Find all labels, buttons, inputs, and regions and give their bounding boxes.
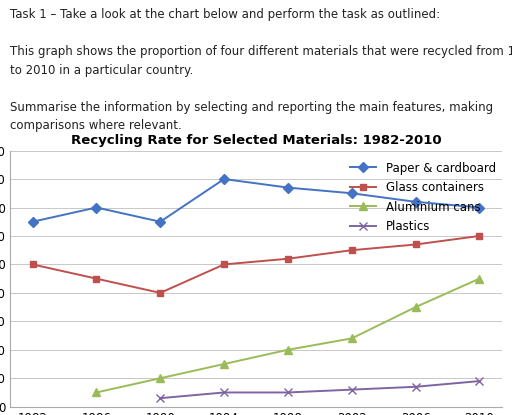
Line: Plastics: Plastics [156,377,484,402]
Aluminium cans [349,336,355,341]
Paper & cardboard [413,199,419,204]
Paper & cardboard [285,185,291,190]
Aluminium cans [413,305,419,310]
Aluminium cans [157,376,163,381]
Line: Glass containers: Glass containers [29,232,483,296]
Aluminium cans [93,390,99,395]
Plastics [349,387,355,392]
Glass containers [221,262,227,267]
Glass containers [476,234,482,239]
Plastics [413,384,419,389]
Plastics [476,378,482,383]
Legend: Paper & cardboard, Glass containers, Aluminium cans, Plastics: Paper & cardboard, Glass containers, Alu… [350,161,496,233]
Plastics [221,390,227,395]
Glass containers [413,242,419,247]
Paper & cardboard [349,191,355,196]
Paper & cardboard [221,176,227,181]
Glass containers [157,290,163,295]
Glass containers [349,248,355,253]
Plastics [285,390,291,395]
Title: Recycling Rate for Selected Materials: 1982-2010: Recycling Rate for Selected Materials: 1… [71,134,441,146]
Glass containers [93,276,99,281]
Paper & cardboard [476,205,482,210]
Aluminium cans [476,276,482,281]
Glass containers [30,262,36,267]
Paper & cardboard [93,205,99,210]
Line: Aluminium cans: Aluminium cans [92,274,484,397]
Plastics [157,395,163,400]
Paper & cardboard [30,219,36,224]
Paper & cardboard [157,219,163,224]
Glass containers [285,256,291,261]
Text: Task 1 – Take a look at the chart below and perform the task as outlined:

This : Task 1 – Take a look at the chart below … [10,8,512,132]
Aluminium cans [221,361,227,366]
Line: Paper & cardboard: Paper & cardboard [29,176,483,225]
Aluminium cans [285,347,291,352]
